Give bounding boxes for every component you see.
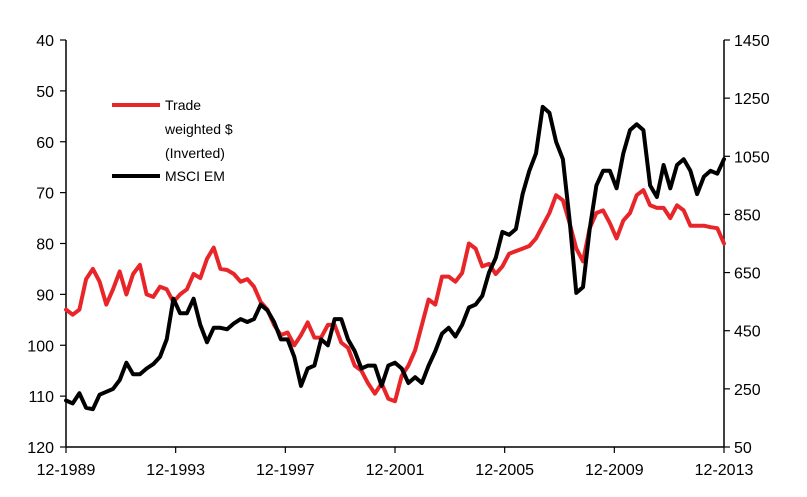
left-axis-tick-label: 60 bbox=[36, 135, 54, 152]
x-axis-tick-label: 12-2005 bbox=[475, 462, 534, 479]
left-axis-tick-label: 40 bbox=[36, 33, 54, 50]
msci-em-line bbox=[64, 104, 726, 412]
legend-label-trade-weighted: (Inverted) bbox=[165, 145, 225, 161]
right-axis-tick-label: 450 bbox=[734, 324, 761, 341]
series-layer bbox=[64, 104, 726, 412]
legend-label-trade-weighted: weighted $ bbox=[164, 121, 233, 137]
left-axis-tick-label: 110 bbox=[28, 389, 54, 406]
trade-weighted-dollar-line bbox=[64, 188, 726, 404]
left-axis-tick-label: 90 bbox=[36, 287, 54, 304]
right-axis-tick-label: 850 bbox=[734, 207, 761, 224]
right-axis-tick-label: 1450 bbox=[734, 33, 770, 50]
x-axis-tick-label: 12-1997 bbox=[256, 462, 315, 479]
legend: Trade weighted $ (Inverted) MSCI EM bbox=[112, 97, 233, 184]
left-axis-tick-label: 70 bbox=[36, 186, 54, 203]
right-axis-tick-label: 1250 bbox=[734, 91, 770, 108]
left-axis-tick-label: 120 bbox=[27, 440, 54, 457]
right-axis-tick-label: 650 bbox=[734, 266, 761, 283]
x-axis-tick-label: 12-2013 bbox=[695, 462, 754, 479]
right-axis-tick-label: 250 bbox=[734, 382, 761, 399]
left-axis-tick-label: 50 bbox=[36, 84, 54, 101]
right-axis-tick-label: 1050 bbox=[734, 149, 770, 166]
x-axis-tick-label: 12-2009 bbox=[585, 462, 644, 479]
x-axis-tick-label: 12-2001 bbox=[366, 462, 425, 479]
left-axis-tick-label: 80 bbox=[36, 237, 54, 254]
legend-label-msci-em: MSCI EM bbox=[165, 168, 225, 184]
axes: 40 50 60 70 80 90 100 110 120 50 250 450 650 850 1050 1… bbox=[27, 33, 769, 479]
left-axis-tick-label: 100 bbox=[27, 338, 54, 355]
x-axis-tick-label: 12-1989 bbox=[37, 462, 96, 479]
legend-label-trade-weighted: Trade bbox=[165, 97, 201, 113]
right-axis-tick-label: 50 bbox=[734, 440, 752, 457]
x-axis-tick-label: 12-1993 bbox=[146, 462, 205, 479]
